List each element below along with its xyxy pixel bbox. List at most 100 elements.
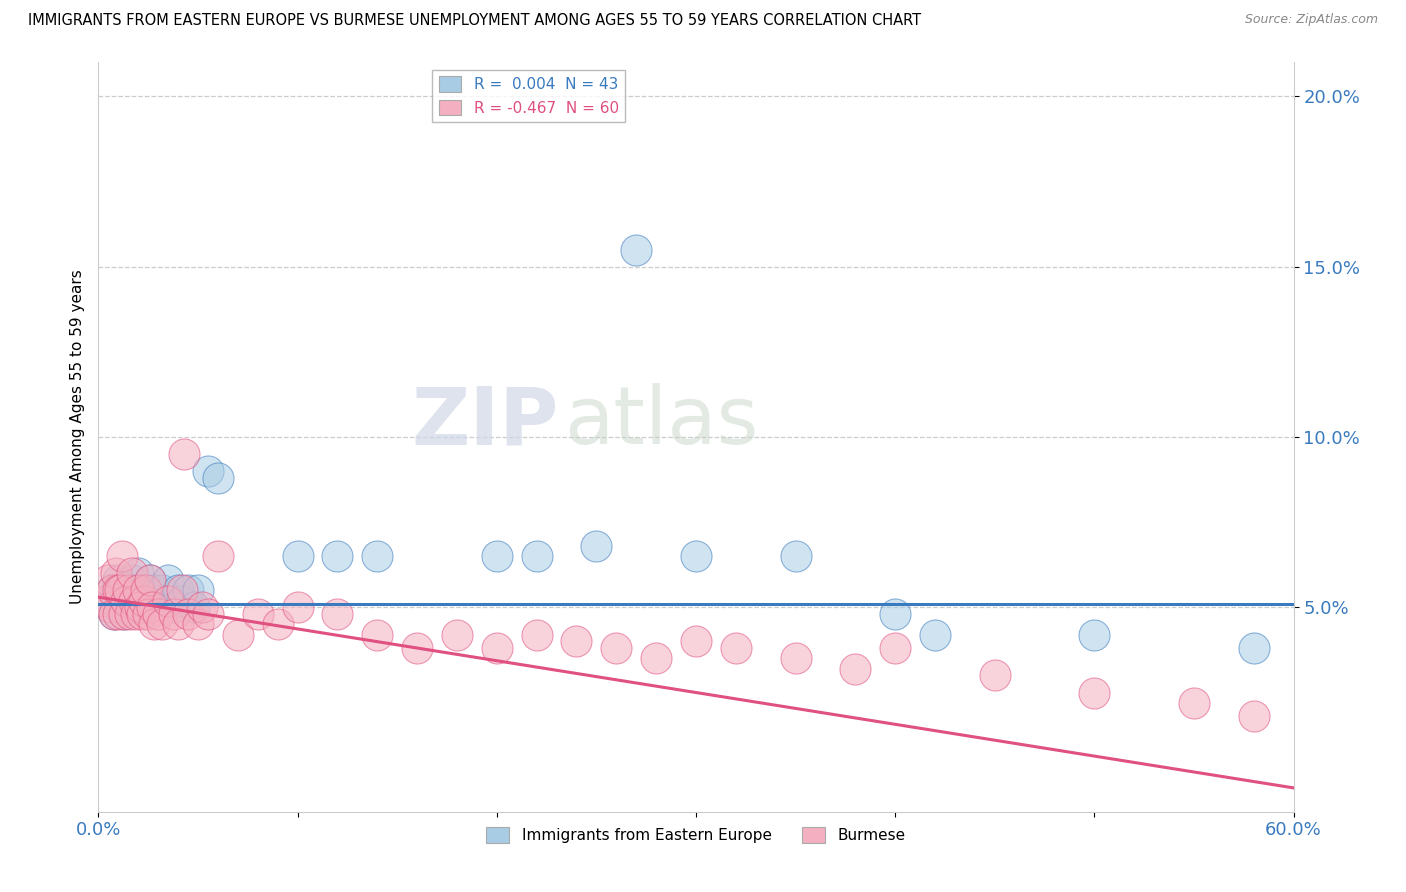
Point	[135, 583, 157, 598]
Point	[406, 641, 429, 656]
Point	[103, 607, 125, 622]
Point	[1243, 641, 1265, 656]
Point	[984, 668, 1007, 682]
Point	[125, 583, 148, 598]
Point	[287, 600, 309, 615]
Point	[139, 573, 162, 587]
Point	[167, 583, 190, 598]
Point	[110, 583, 132, 598]
Point	[785, 549, 807, 564]
Point	[167, 617, 190, 632]
Point	[785, 651, 807, 665]
Point	[366, 627, 388, 641]
Point	[485, 641, 508, 656]
Point	[103, 607, 125, 622]
Point	[685, 549, 707, 564]
Point	[97, 573, 120, 587]
Point	[197, 464, 219, 478]
Point	[207, 549, 229, 564]
Point	[197, 607, 219, 622]
Point	[150, 583, 173, 598]
Point	[107, 573, 129, 587]
Point	[526, 627, 548, 641]
Point	[163, 600, 186, 615]
Point	[101, 583, 124, 598]
Point	[187, 583, 209, 598]
Point	[685, 634, 707, 648]
Point	[207, 471, 229, 485]
Point	[924, 627, 946, 641]
Point	[226, 627, 249, 641]
Point	[125, 607, 148, 622]
Point	[129, 600, 152, 615]
Point	[111, 583, 134, 598]
Point	[366, 549, 388, 564]
Point	[98, 600, 122, 615]
Point	[585, 539, 607, 553]
Point	[173, 447, 195, 461]
Point	[136, 607, 159, 622]
Point	[287, 549, 309, 564]
Point	[112, 607, 135, 622]
Point	[267, 617, 290, 632]
Point	[844, 662, 866, 676]
Point	[326, 607, 349, 622]
Point	[131, 590, 153, 604]
Text: Source: ZipAtlas.com: Source: ZipAtlas.com	[1244, 13, 1378, 27]
Point	[117, 583, 139, 598]
Y-axis label: Unemployment Among Ages 55 to 59 years: Unemployment Among Ages 55 to 59 years	[69, 269, 84, 605]
Point	[127, 566, 149, 581]
Legend: Immigrants from Eastern Europe, Burmese: Immigrants from Eastern Europe, Burmese	[481, 821, 911, 849]
Point	[172, 593, 194, 607]
Point	[884, 641, 907, 656]
Point	[150, 617, 173, 632]
Point	[139, 573, 162, 587]
Point	[1083, 627, 1105, 641]
Point	[107, 583, 129, 598]
Point	[121, 573, 143, 587]
Point	[127, 583, 149, 598]
Point	[120, 593, 142, 607]
Point	[446, 627, 468, 641]
Point	[112, 607, 135, 622]
Point	[157, 573, 180, 587]
Point	[107, 607, 129, 622]
Point	[163, 607, 186, 622]
Point	[1182, 696, 1205, 710]
Point	[105, 566, 128, 581]
Point	[141, 593, 163, 607]
Point	[246, 607, 269, 622]
Point	[187, 617, 209, 632]
Point	[626, 243, 648, 257]
Point	[136, 600, 159, 615]
Point	[124, 593, 146, 607]
Point	[124, 600, 146, 615]
Point	[117, 583, 139, 598]
Point	[93, 593, 115, 607]
Point	[485, 549, 508, 564]
Point	[115, 593, 138, 607]
Point	[107, 600, 129, 615]
Point	[526, 549, 548, 564]
Point	[121, 566, 143, 581]
Point	[724, 641, 747, 656]
Point	[143, 617, 166, 632]
Point	[134, 593, 156, 607]
Point	[131, 607, 153, 622]
Point	[191, 600, 214, 615]
Text: atlas: atlas	[565, 383, 759, 461]
Point	[177, 607, 200, 622]
Text: IMMIGRANTS FROM EASTERN EUROPE VS BURMESE UNEMPLOYMENT AMONG AGES 55 TO 59 YEARS: IMMIGRANTS FROM EASTERN EUROPE VS BURMES…	[28, 13, 921, 29]
Point	[120, 607, 142, 622]
Point	[134, 583, 156, 598]
Point	[326, 549, 349, 564]
Point	[148, 607, 170, 622]
Point	[1083, 685, 1105, 699]
Point	[111, 549, 134, 564]
Point	[97, 593, 120, 607]
Point	[143, 583, 166, 598]
Point	[101, 583, 124, 598]
Point	[183, 600, 205, 615]
Point	[141, 600, 163, 615]
Point	[645, 651, 668, 665]
